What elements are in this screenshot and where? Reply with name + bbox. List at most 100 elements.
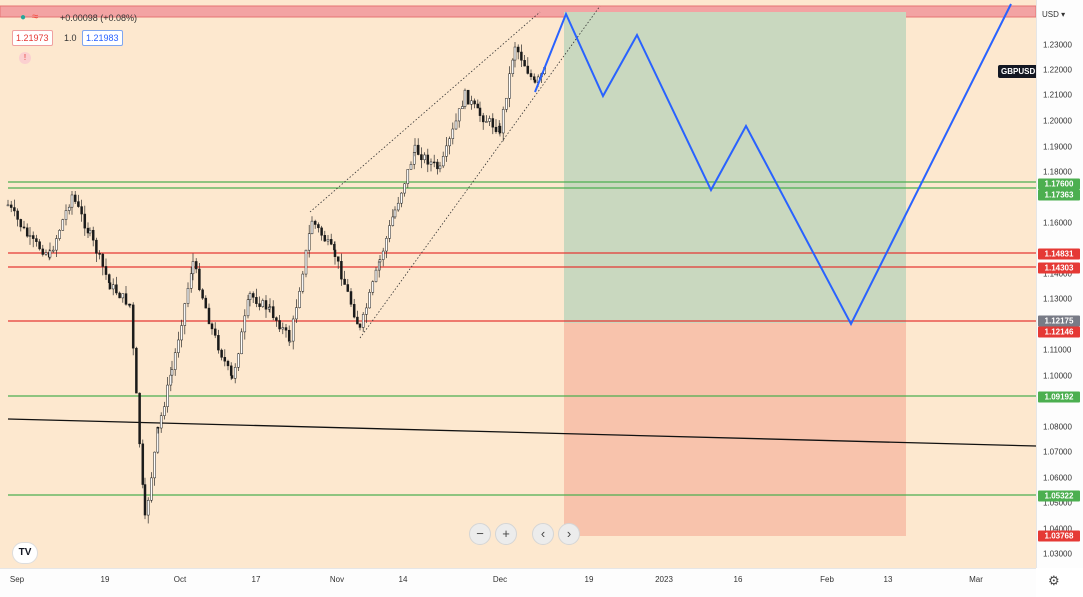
candle-body xyxy=(143,484,147,516)
candle-body xyxy=(511,59,515,74)
price-tick-label: 1.11000 xyxy=(1043,345,1072,355)
candle-body xyxy=(25,227,29,237)
candle-body xyxy=(213,328,217,336)
price-tick-label: 1.07000 xyxy=(1043,447,1072,457)
candle-body xyxy=(393,209,397,218)
candle-body xyxy=(343,278,346,285)
candle-body xyxy=(124,293,128,305)
price-change: +0.00098 (+0.08%) xyxy=(60,13,138,23)
candle-body xyxy=(358,323,362,328)
candle-body xyxy=(13,207,16,212)
candle-body xyxy=(381,250,385,260)
candle-body xyxy=(41,248,45,255)
candle-body xyxy=(374,269,378,282)
scroll-right-button[interactable]: › xyxy=(558,523,580,545)
candle-body xyxy=(67,206,71,211)
settings-gear-icon[interactable]: ⚙ xyxy=(1048,573,1060,588)
candle-body xyxy=(476,103,480,109)
candle-body xyxy=(501,109,505,134)
candle-body xyxy=(73,194,77,202)
candle-body xyxy=(516,46,520,53)
stop-loss-zone xyxy=(564,323,906,536)
candle-body xyxy=(295,307,298,320)
candle-body xyxy=(275,317,278,321)
candle-body xyxy=(368,292,371,309)
candle-body xyxy=(77,201,80,207)
wave-icon[interactable]: ≈ xyxy=(32,11,39,23)
price-level-label[interactable]: 1.09192 xyxy=(1038,391,1080,403)
candle-body xyxy=(243,315,247,333)
candle-body xyxy=(457,108,461,122)
candle-body xyxy=(451,128,455,139)
candle-body xyxy=(204,297,208,309)
price-level-label[interactable]: 1.12175 xyxy=(1038,315,1080,327)
candle-body xyxy=(183,303,187,326)
candle-body xyxy=(31,235,35,239)
candle-body xyxy=(470,100,473,105)
candle-body xyxy=(340,261,343,280)
time-axis[interactable]: ⚙ Sep 19 Oct 17 Nov 14 Dec 19 2023 16 Feb 13 Mar xyxy=(0,568,1060,597)
candle-body xyxy=(307,233,311,251)
candle-body xyxy=(333,249,337,257)
candle-body xyxy=(111,284,115,290)
candle-body xyxy=(445,145,448,157)
live-dot-icon: ● xyxy=(20,12,27,23)
candle-body xyxy=(223,357,227,362)
candle-body xyxy=(194,261,198,270)
candle-body xyxy=(35,238,38,242)
candle-body xyxy=(488,118,491,122)
price-tick-label: 1.14000 xyxy=(1043,269,1072,279)
price-tick-label: 1.20000 xyxy=(1043,116,1072,126)
candle-body xyxy=(388,225,391,239)
price-tick-label: 1.21000 xyxy=(1043,90,1072,100)
price-tick-label: 1.16000 xyxy=(1043,218,1072,228)
bid-price-box[interactable]: 1.21973 xyxy=(12,30,53,46)
price-tick-label: 1.06000 xyxy=(1043,473,1072,483)
chart-plot-area[interactable]: ● ≈ +0.00098 (+0.08%) 1.21973 1.0 1.2198… xyxy=(0,0,1036,568)
candle-body xyxy=(166,384,169,407)
candle-body xyxy=(356,316,359,325)
scroll-left-button[interactable]: ‹ xyxy=(532,523,554,545)
time-tick-label: Feb xyxy=(820,575,834,584)
alert-icon[interactable]: ! xyxy=(19,52,31,64)
zoom-in-button[interactable]: + xyxy=(495,523,517,545)
candle-body xyxy=(226,360,230,367)
currency-menu[interactable]: USD ▾ xyxy=(1042,10,1066,19)
price-chart[interactable] xyxy=(0,0,1036,568)
candle-body xyxy=(118,292,121,299)
candle-body xyxy=(101,253,105,267)
candle-body xyxy=(466,89,470,105)
price-level-label[interactable]: 1.17363 xyxy=(1038,189,1080,201)
price-level-label[interactable]: 1.17600 xyxy=(1038,178,1080,190)
zoom-out-button[interactable]: − xyxy=(469,523,491,545)
candle-body xyxy=(264,300,268,310)
candle-body xyxy=(523,60,526,67)
candle-body xyxy=(317,224,320,229)
candle-body xyxy=(237,353,240,368)
candle-body xyxy=(426,154,430,165)
time-tick-label: 19 xyxy=(100,575,110,584)
candle-body xyxy=(385,238,388,252)
ask-price-box[interactable]: 1.21983 xyxy=(82,30,123,46)
candle-body xyxy=(261,300,265,307)
candle-body xyxy=(271,306,275,318)
candle-body xyxy=(170,369,174,376)
symbol-badge: GBPUSD xyxy=(998,65,1036,78)
price-axis[interactable]: USD ▾ 1.23000 1.22000 1.21000 1.20000 1.1900… xyxy=(1036,0,1083,568)
projection-path[interactable] xyxy=(534,3,1012,327)
price-level-label[interactable]: 1.14831 xyxy=(1038,248,1080,260)
long-trendline[interactable] xyxy=(7,418,1036,447)
candle-body xyxy=(304,249,308,275)
price-level-label[interactable]: 1.12146 xyxy=(1038,326,1080,338)
candle-body xyxy=(180,325,183,341)
candle-body xyxy=(255,297,258,304)
candle-body xyxy=(104,266,108,275)
candle-body xyxy=(131,304,135,349)
price-level-label[interactable]: 1.14303 xyxy=(1038,262,1080,274)
tradingview-logo[interactable]: TV xyxy=(12,542,38,564)
candle-body xyxy=(520,51,523,61)
candle-body xyxy=(44,252,48,255)
price-level-label[interactable]: 1.05322 xyxy=(1038,490,1080,502)
price-level-label[interactable]: 1.03768 xyxy=(1038,530,1080,542)
